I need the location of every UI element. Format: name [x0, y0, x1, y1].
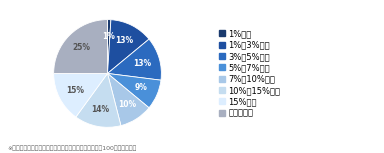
- Text: 1%: 1%: [102, 32, 115, 41]
- Wedge shape: [76, 73, 121, 127]
- Text: ※小数点以下を四捨五入しているため、必ずしも合計が100にならない。: ※小数点以下を四捨五入しているため、必ずしも合計が100にならない。: [8, 146, 137, 151]
- Text: 15%: 15%: [66, 86, 84, 95]
- Text: 13%: 13%: [115, 36, 133, 45]
- Text: 9%: 9%: [135, 84, 147, 92]
- Wedge shape: [108, 73, 149, 126]
- Text: 25%: 25%: [73, 43, 91, 52]
- Wedge shape: [54, 20, 108, 73]
- Wedge shape: [108, 39, 161, 80]
- Text: 13%: 13%: [134, 59, 152, 68]
- Wedge shape: [108, 73, 161, 108]
- Wedge shape: [108, 20, 111, 73]
- Legend: 1%未満, 1%〜3%未満, 3%〜5%未満, 5%〜7%未満, 7%〜10%未満, 10%〜15%未満, 15%以上, わからない: 1%未満, 1%〜3%未満, 3%〜5%未満, 5%〜7%未満, 7%〜10%未…: [219, 29, 280, 118]
- Wedge shape: [54, 73, 108, 117]
- Text: 10%: 10%: [118, 100, 136, 109]
- Wedge shape: [108, 20, 149, 73]
- Text: 14%: 14%: [92, 105, 110, 114]
